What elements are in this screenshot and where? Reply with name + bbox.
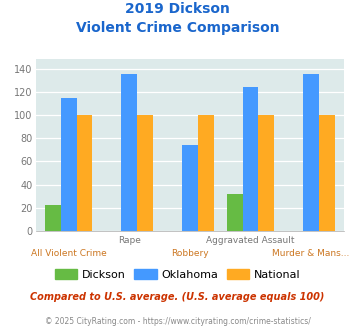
Text: Murder & Mans...: Murder & Mans...: [272, 249, 350, 258]
Text: Aggravated Assault: Aggravated Assault: [206, 236, 295, 245]
Legend: Dickson, Oklahoma, National: Dickson, Oklahoma, National: [50, 265, 305, 284]
Bar: [242, 87, 258, 231]
Bar: [198, 115, 214, 231]
Bar: [45, 206, 61, 231]
Bar: [121, 75, 137, 231]
Text: All Violent Crime: All Violent Crime: [31, 249, 107, 258]
Bar: [61, 98, 77, 231]
Text: © 2025 CityRating.com - https://www.cityrating.com/crime-statistics/: © 2025 CityRating.com - https://www.city…: [45, 317, 310, 326]
Text: Violent Crime Comparison: Violent Crime Comparison: [76, 21, 279, 35]
Bar: [319, 115, 335, 231]
Text: Rape: Rape: [118, 236, 141, 245]
Bar: [182, 145, 198, 231]
Bar: [77, 115, 92, 231]
Bar: [227, 194, 242, 231]
Bar: [137, 115, 153, 231]
Text: Robbery: Robbery: [171, 249, 209, 258]
Bar: [303, 75, 319, 231]
Text: Compared to U.S. average. (U.S. average equals 100): Compared to U.S. average. (U.S. average …: [30, 292, 325, 302]
Text: 2019 Dickson: 2019 Dickson: [125, 2, 230, 16]
Bar: [258, 115, 274, 231]
